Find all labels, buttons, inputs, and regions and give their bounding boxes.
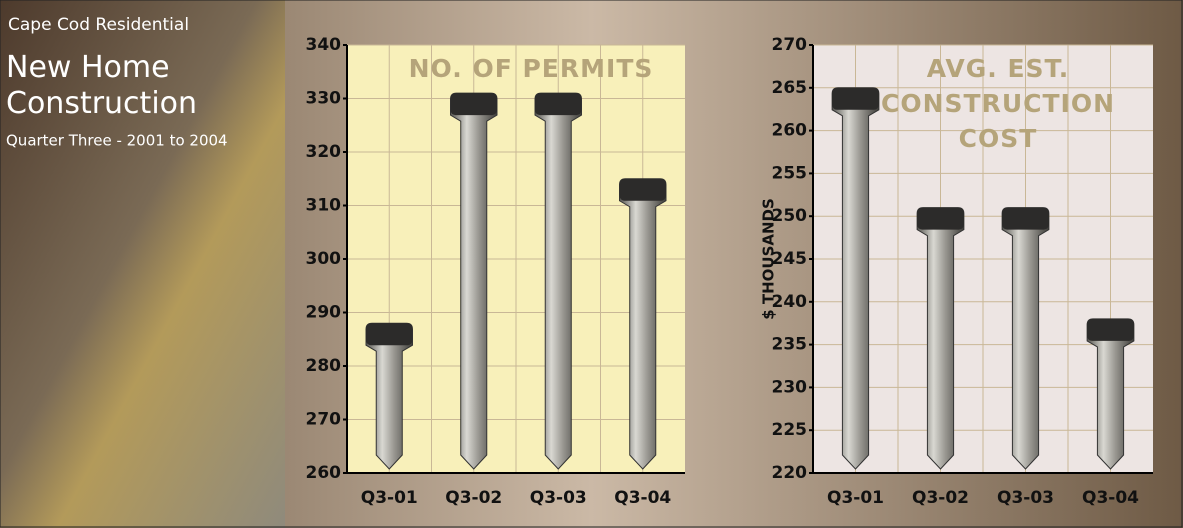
- x-tick-label: Q3-04: [614, 488, 671, 508]
- y-tick-label: 330: [306, 89, 342, 109]
- x-tick-label: Q3-04: [1082, 488, 1139, 508]
- y-tick-label: 280: [306, 356, 342, 376]
- y-tick-label: 260: [306, 463, 342, 483]
- y-tick-label: 290: [306, 303, 342, 323]
- bolt-head: [619, 178, 666, 201]
- chart-title: AVG. EST. CONSTRUCTION COST: [881, 54, 1115, 153]
- y-tick-label: 300: [306, 249, 342, 269]
- y-tick-label: 225: [772, 420, 808, 440]
- bolt-head: [450, 93, 497, 116]
- x-tick-label: Q3-03: [530, 488, 587, 508]
- y-tick-label: 310: [306, 196, 342, 216]
- bolt-head: [917, 207, 964, 230]
- bolt-head: [1002, 207, 1049, 230]
- y-tick-label: 270: [306, 410, 342, 430]
- x-tick-label: Q3-02: [445, 488, 502, 508]
- y-axis-label: $ THOUSANDS: [760, 198, 778, 320]
- y-tick-label: 340: [306, 35, 342, 55]
- brush-photo: [0, 0, 285, 528]
- x-tick-label: Q3-01: [827, 488, 884, 508]
- bolt-head: [535, 93, 582, 116]
- bolt-head: [366, 323, 413, 346]
- y-tick-label: 245: [772, 249, 808, 269]
- bolt-head: [832, 87, 879, 110]
- header-title: New Home Construction: [6, 50, 197, 121]
- subtitle: Quarter Three - 2001 to 2004: [6, 132, 228, 150]
- y-tick-label: 220: [772, 463, 808, 483]
- y-tick-label: 320: [306, 142, 342, 162]
- y-tick-label: 235: [772, 335, 808, 355]
- y-tick-label: 260: [772, 121, 808, 141]
- y-tick-label: 250: [772, 206, 808, 226]
- x-tick-label: Q3-02: [912, 488, 969, 508]
- chart-title: NO. OF PERMITS: [409, 54, 654, 83]
- kicker: Cape Cod Residential: [8, 15, 189, 35]
- x-tick-label: Q3-01: [361, 488, 418, 508]
- y-tick-label: 230: [772, 377, 808, 397]
- x-tick-label: Q3-03: [997, 488, 1054, 508]
- bolt-head: [1087, 318, 1134, 341]
- y-tick-label: 255: [772, 163, 808, 183]
- y-tick-label: 270: [772, 35, 808, 55]
- y-tick-label: 265: [772, 78, 808, 98]
- y-tick-label: 240: [772, 292, 808, 312]
